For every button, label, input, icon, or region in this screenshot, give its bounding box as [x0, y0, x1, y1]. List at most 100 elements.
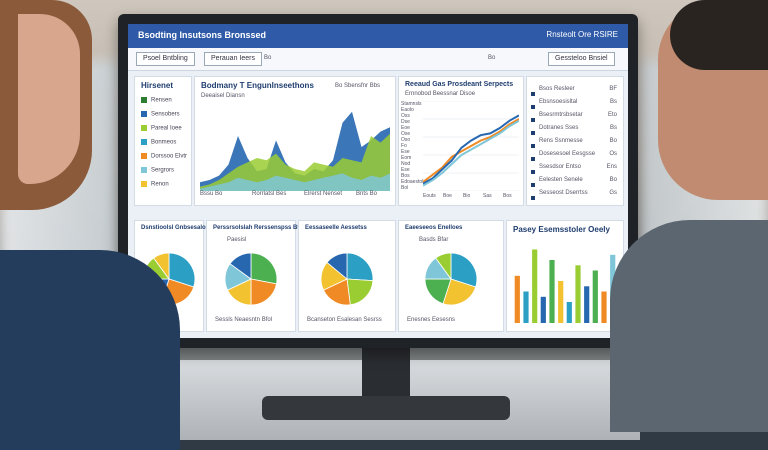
- table-row[interactable]: Rens Ssnmesse Bo: [531, 137, 619, 148]
- row-bullet: [531, 91, 535, 96]
- table-row[interactable]: Dosesesoel Eesgsse Os: [531, 150, 619, 161]
- pie-panel-title: Eessaseelle Aessetss: [305, 225, 367, 231]
- line-x-tick: Eouts: [423, 193, 436, 199]
- area-chart: [200, 111, 390, 191]
- toolbar-pill-right[interactable]: Gessteloo Bnsiel: [548, 52, 615, 66]
- table-row[interactable]: Ssesdsor Entso Ens: [531, 163, 619, 174]
- legend-swatch: [141, 181, 147, 187]
- left-nav-item-label: Renon: [151, 181, 169, 188]
- legend-swatch: [141, 167, 147, 173]
- left-nav-item[interactable]: Sergrors: [141, 167, 174, 175]
- pie-panel-title: Dsnstioolsl Gnbsesalor: [141, 225, 209, 231]
- pie-panel-footer: Enesnes Eesesns: [407, 317, 456, 323]
- legend-swatch: [141, 111, 147, 117]
- pie-panel-caption: Basds Bfar: [419, 237, 449, 243]
- line-chart-panel: Reeaud Gas Prosdeant Serpects Ernnobod B…: [398, 76, 524, 206]
- row-bullet: [531, 104, 535, 109]
- line-y-tick: Oss: [401, 113, 410, 119]
- table-row[interactable]: Bsos Resleer BF: [531, 85, 619, 96]
- line-y-tick: Eom: [401, 155, 412, 161]
- table-row[interactable]: Bsesrmtrsbsetar Eto: [531, 111, 619, 122]
- left-nav-item-label: Pareal Ioee: [151, 125, 182, 132]
- pie-slice: [442, 278, 477, 306]
- pie-panel-footer: Sessls Neaesntn Bfol: [215, 317, 273, 323]
- pie-slice: [346, 278, 374, 306]
- table-row-label: Ssesdsor Entso: [539, 164, 582, 170]
- left-nav-item[interactable]: Pareal Ioee: [141, 125, 182, 133]
- toolbar-pill-left[interactable]: Psoel Bntbling: [136, 52, 195, 66]
- bar: [523, 291, 529, 323]
- legend-swatch: [141, 125, 147, 131]
- left-nav-item-label: Dorssoo Elvtr: [151, 153, 188, 160]
- pie-slice: [435, 252, 452, 281]
- table-row-label: Dotranes Sses: [539, 125, 579, 131]
- line-chart-title: Reeaud Gas Prosdeant Serpects: [405, 81, 514, 88]
- area-chart-legend: Bo Sbensfnr Bbs: [335, 83, 381, 89]
- line-y-tick: Ese: [401, 149, 410, 155]
- toolbar-pill-mid[interactable]: Perauan Ieers: [204, 52, 262, 66]
- line-y-tick: Edoaestoles: [401, 179, 429, 185]
- monitor-stand-base: [262, 396, 510, 420]
- row-bullet: [531, 169, 535, 174]
- toolbar: Psoel Bntbling Perauan Ieers Bo Bo Gesst…: [128, 48, 628, 71]
- legend-swatch: [141, 97, 147, 103]
- line-y-tick: Stamnsls: [401, 101, 422, 107]
- dashboard-screen: Bsodting Insutsons Bronssed Rnsteolt Ore…: [128, 24, 628, 338]
- left-nav-item-label: Sergrors: [151, 167, 175, 174]
- area-series-2: [200, 173, 390, 191]
- left-nav-item[interactable]: Dorssoo Elvtr: [141, 153, 187, 161]
- left-nav-item[interactable]: Sensobers: [141, 111, 180, 119]
- left-nav-item[interactable]: Renon: [141, 181, 169, 189]
- table-row-label: Sesseost Dserrtss: [539, 190, 588, 196]
- legend-swatch: [141, 153, 147, 159]
- table-panel: Bsos Resleer BF Ebsnsoesisltal Bs Bsesrmtrsb…: [526, 76, 624, 206]
- left-nav-item[interactable]: Rensen: [141, 97, 172, 105]
- pie-slice: [168, 252, 196, 288]
- line-y-tick: Bos: [401, 173, 410, 179]
- left-nav-item[interactable]: Bonmeos: [141, 139, 176, 147]
- person-right-hair: [670, 0, 768, 70]
- bar-chart-title: Pasey Esemsstoler Oeely: [513, 225, 610, 234]
- row-bullet: [531, 182, 535, 187]
- left-nav-panel: Hirsenet Rensen Sensobers Pareal Ioee Bonme…: [134, 76, 192, 206]
- bar: [558, 281, 564, 323]
- pie-slice: [250, 278, 277, 306]
- monitor-stand-neck: [362, 340, 410, 400]
- left-nav-item-label: Rensen: [151, 97, 172, 104]
- table-row-value: Bs: [609, 99, 617, 105]
- table-row-value: Bs: [609, 125, 617, 131]
- line-x-tick: Boe: [443, 193, 452, 199]
- bar: [549, 260, 555, 323]
- table-row-value: Bo: [609, 177, 617, 183]
- table-row[interactable]: Eelesten Senele Bo: [531, 176, 619, 187]
- pie-panel-caption: Paesisl: [227, 237, 247, 243]
- table-row-label: Rens Ssnmesse: [539, 138, 583, 144]
- pie-slice: [450, 252, 478, 288]
- row-bullet: [531, 143, 535, 148]
- pie-chart: [320, 252, 374, 306]
- table-row[interactable]: Dotranes Sses Bs: [531, 124, 619, 135]
- bar: [540, 296, 546, 323]
- pie-slice: [326, 252, 348, 280]
- area-chart-panel: Bodmany T Engunlnseethons Deeaisel Dians…: [194, 76, 396, 206]
- line-chart: [423, 101, 519, 191]
- table-row[interactable]: Sesseost Dserrtss Gs: [531, 189, 619, 200]
- app-header: Bsodting Insutsons Bronssed Rnsteolt Ore…: [128, 24, 628, 48]
- pie-chart: [424, 252, 478, 306]
- monitor: Bsodting Insutsons Bronssed Rnsteolt Ore…: [118, 14, 638, 348]
- toolbar-mid-icon: Bo: [264, 55, 272, 61]
- table-row-value: BF: [609, 86, 617, 92]
- row-bullet: [531, 195, 535, 200]
- pie-panel-2: Eessaseelle Aessetss Bcanseton Esalesan S…: [298, 220, 396, 332]
- row-bullet: [531, 117, 535, 122]
- area-x-tick: Elrerst Nenset: [304, 191, 343, 197]
- line-y-tick: Ese: [401, 167, 410, 173]
- table-row[interactable]: Ebsnsoesisltal Bs: [531, 98, 619, 109]
- left-nav-title: Hirsenet: [141, 81, 174, 90]
- line-y-tick: Dse: [401, 119, 410, 125]
- line-chart-subtitle: Ernnobod Beessnar Disoe: [405, 91, 476, 97]
- table-row-value: Ens: [606, 164, 617, 170]
- bar: [532, 249, 538, 323]
- table-row-value: Os: [609, 151, 617, 157]
